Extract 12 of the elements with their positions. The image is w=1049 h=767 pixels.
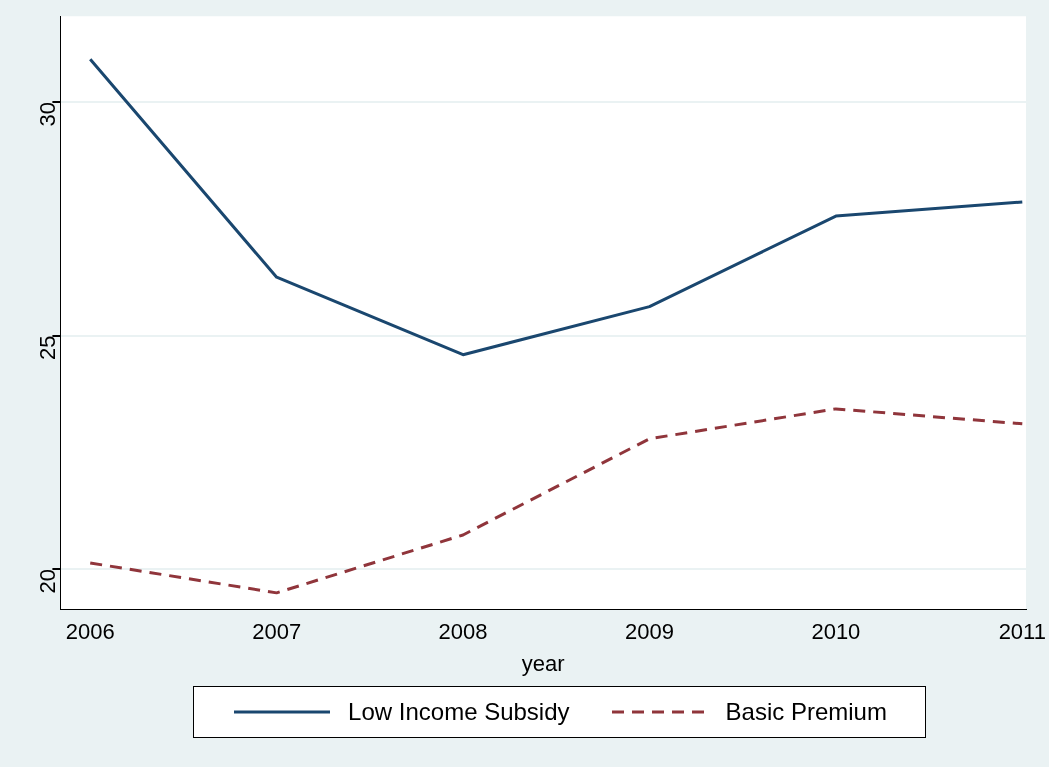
y-tick-label: 30 xyxy=(35,102,61,127)
y-tick-label: 20 xyxy=(35,569,61,594)
y-tick-label: 25 xyxy=(35,335,61,361)
x-tick-label: 2011 xyxy=(998,619,1046,645)
x-axis-title: year xyxy=(521,650,565,676)
x-tick-label: 2007 xyxy=(252,619,302,645)
x-tick-label: 2008 xyxy=(438,619,488,645)
legend-label: Basic Premium xyxy=(725,698,887,726)
x-tick-label: 2006 xyxy=(65,619,115,645)
x-tick-label: 2009 xyxy=(624,619,674,645)
x-tick-label: 2010 xyxy=(811,619,861,645)
legend-label: Low Income Subsidy xyxy=(348,698,570,726)
